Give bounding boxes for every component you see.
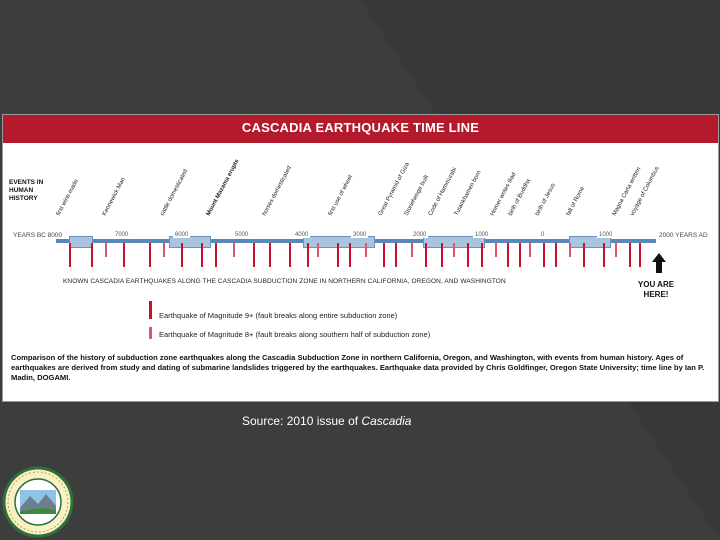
event-label: birth of Jesus xyxy=(534,182,557,217)
axis-tick-label: 3000 xyxy=(351,232,369,238)
earthquake-mark xyxy=(519,243,521,267)
axis-start-label: YEARS BC 8000 xyxy=(11,232,65,239)
earthquake-mark xyxy=(529,243,531,257)
known-earthquakes-label: KNOWN CASCADIA EARTHQUAKES ALONG THE CAS… xyxy=(63,278,506,285)
axis-segment xyxy=(303,236,375,248)
event-label: Mount Mazama erupts xyxy=(205,158,241,217)
earthquake-mark xyxy=(495,243,497,257)
event-label: Tutankhamen born xyxy=(453,169,483,217)
earthquake-mark xyxy=(181,243,183,267)
axis-end-label: 2000 YEARS AD xyxy=(657,232,710,239)
earthquake-mark xyxy=(507,243,509,267)
earthquake-mark xyxy=(233,243,235,257)
events-label-line: HUMAN xyxy=(9,187,34,194)
source-line: Source: 2010 issue of Cascadia xyxy=(242,414,411,428)
earthquake-mark xyxy=(105,243,107,257)
figure-title: CASCADIA EARTHQUAKE TIME LINE xyxy=(241,120,480,135)
earthquake-mark xyxy=(163,243,165,257)
up-arrow-icon xyxy=(652,253,666,273)
axis-tick-label: 0 xyxy=(539,232,547,238)
event-label: Code of Hammurabi xyxy=(427,166,459,217)
earthquake-mark xyxy=(629,243,631,267)
earthquake-mark xyxy=(383,243,385,267)
earthquake-mark xyxy=(441,243,443,267)
earthquake-mark xyxy=(453,243,455,257)
earthquake-mark xyxy=(317,243,319,257)
earthquake-mark xyxy=(555,243,557,267)
event-label: cattle domesticated xyxy=(159,168,190,217)
here-line: HERE! xyxy=(643,290,669,299)
earthquake-mark xyxy=(289,243,291,267)
earthquake-mark xyxy=(149,243,151,267)
axis-tick-label: 5000 xyxy=(233,232,251,238)
earthquake-mark xyxy=(201,243,203,267)
earthquake-mark xyxy=(583,243,585,267)
legend-mag8: Earthquake of Magnitude 8+ (fault breaks… xyxy=(159,330,431,339)
axis-tick-label: 6000 xyxy=(173,232,191,238)
earthquake-mark xyxy=(123,243,125,267)
axis-segment xyxy=(569,236,611,248)
figure-caption: Comparison of the history of subduction … xyxy=(11,353,705,382)
earthquake-mark xyxy=(253,243,255,267)
earthquake-mark xyxy=(269,243,271,267)
earthquake-mark xyxy=(395,243,397,267)
earthquake-mark xyxy=(411,243,413,257)
legend-swatch-mag9 xyxy=(149,301,152,319)
earthquake-mark xyxy=(543,243,545,267)
agency-seal-icon xyxy=(2,466,74,538)
earthquake-mark xyxy=(349,243,351,267)
timeline-figure: CASCADIA EARTHQUAKE TIME LINE EVENTS IN … xyxy=(2,114,719,402)
earthquake-mark xyxy=(639,243,641,267)
title-band xyxy=(3,115,718,143)
event-label: first use of wheel xyxy=(327,174,355,217)
here-line: YOU ARE xyxy=(637,280,675,289)
axis-tick-label: 4000 xyxy=(293,232,311,238)
events-label: EVENTS IN HUMAN HISTORY xyxy=(9,179,69,203)
earthquake-mark xyxy=(569,243,571,257)
source-prefix: Source: 2010 issue of xyxy=(242,414,362,428)
source-publication: Cascadia xyxy=(361,414,412,428)
earthquake-mark xyxy=(91,243,93,267)
event-label: fall of Rome xyxy=(565,185,587,217)
earthquake-mark xyxy=(365,243,367,257)
event-label: horses domesticated xyxy=(261,165,293,217)
legend-mag9: Earthquake of Magnitude 9+ (fault breaks… xyxy=(159,311,398,320)
axis-tick-label: 1000 xyxy=(597,232,615,238)
events-label-line: EVENTS IN xyxy=(9,179,44,186)
earthquake-mark xyxy=(307,243,309,267)
earthquake-mark xyxy=(425,243,427,267)
earthquake-mark xyxy=(215,243,217,267)
legend-swatch-mag8 xyxy=(149,327,152,339)
event-label: Stonehenge built xyxy=(403,174,431,217)
event-label: Kennewick Man xyxy=(101,176,127,217)
events-label-line: HISTORY xyxy=(9,195,38,202)
earthquake-mark xyxy=(481,243,483,267)
earthquake-mark xyxy=(603,243,605,267)
axis-segment xyxy=(69,236,93,248)
earthquake-mark xyxy=(69,243,71,267)
earthquake-mark xyxy=(615,243,617,257)
you-are-here-label: YOU ARE HERE! xyxy=(626,280,686,300)
earthquake-mark xyxy=(337,243,339,267)
axis-tick-label: 1000 xyxy=(473,232,491,238)
axis-tick-label: 7000 xyxy=(113,232,131,238)
earthquake-mark xyxy=(467,243,469,267)
axis-tick-label: 2000 xyxy=(411,232,429,238)
